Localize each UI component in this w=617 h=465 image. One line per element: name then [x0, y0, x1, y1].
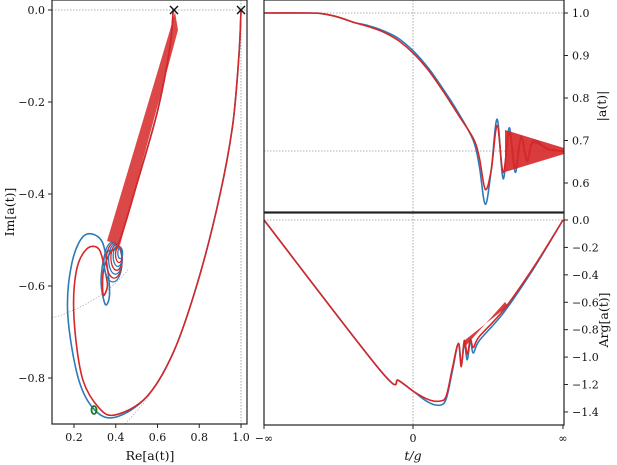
bottom-right-y-ticks: 0.0 −0.2 −0.4 −0.6 −0.8 −1.0 −1.2 −1.4 — [564, 214, 599, 419]
tick-label: 0.4 — [107, 431, 125, 444]
tick-label: −1.4 — [572, 406, 599, 419]
left-y-ticks: 0.0 −0.2 −0.4 −0.6 −0.8 — [18, 4, 52, 385]
dense-band-left — [107, 12, 178, 245]
tick-label: −∞ — [255, 432, 273, 445]
tick-label: 0 — [410, 432, 417, 445]
tick-label: 0.9 — [572, 50, 590, 63]
tick-label: −0.4 — [18, 188, 45, 201]
green-marker-icon — [90, 405, 98, 415]
top-right-panel-magnitude: 0.6 0.7 0.8 0.9 1.0 |a(t)| — [263, 0, 609, 213]
top-right-axes-frame — [263, 0, 565, 213]
tick-label: 0.8 — [572, 92, 590, 105]
bottom-right-y-label: Arg[a(t)] — [596, 293, 611, 349]
series-red-bottom — [263, 219, 564, 403]
left-x-ticks: 0.2 0.4 0.6 0.8 1.0 — [65, 424, 250, 444]
bottom-right-axes-frame — [263, 212, 565, 426]
tick-label: 0.0 — [572, 214, 590, 227]
tick-label: −0.2 — [572, 241, 599, 254]
dense-band-bottom — [462, 302, 508, 350]
left-y-label: Im[a(t)] — [2, 188, 17, 237]
tick-label: −0.8 — [18, 372, 45, 385]
x-marker-icon — [236, 5, 246, 15]
tick-label: 0.2 — [65, 431, 83, 444]
tick-label: 1.0 — [572, 7, 590, 20]
tick-label: −0.6 — [572, 296, 599, 309]
left-axes-frame — [51, 0, 248, 425]
tick-label: ∞ — [558, 432, 567, 445]
tick-label: 1.0 — [232, 431, 250, 444]
tick-label: 0.7 — [572, 135, 590, 148]
top-right-y-label: |a(t)| — [594, 91, 609, 122]
tick-label: 0.0 — [28, 4, 46, 17]
bottom-right-panel-phase: 0.0 −0.2 −0.4 −0.6 −0.8 −1.0 −1.2 −1.4 −∞ 0 ∞ t/g… — [255, 212, 611, 463]
left-x-label: Re[a(t)] — [126, 448, 175, 463]
series-red-left — [72, 9, 242, 417]
bottom-right-x-label: t/g — [404, 448, 421, 463]
x-marker-icon — [169, 5, 179, 15]
top-right-y-ticks: 0.6 0.7 0.8 0.9 1.0 — [564, 7, 590, 190]
tick-label: −0.8 — [572, 324, 599, 337]
tick-label: 0.6 — [572, 177, 590, 190]
tick-label: −0.6 — [18, 280, 45, 293]
tick-label: −0.4 — [572, 269, 599, 282]
spiral-rings — [103, 241, 124, 283]
tick-label: 0.6 — [149, 431, 167, 444]
bottom-right-x-ticks: −∞ 0 ∞ — [255, 425, 568, 445]
ref-arc-2 — [124, 394, 151, 425]
tick-label: 0.8 — [191, 431, 209, 444]
left-panel-complex-plane: 0.0 −0.2 −0.4 −0.6 −0.8 0.2 0.4 0.6 0.8 1.0 Re[a… — [2, 0, 250, 463]
series-blue-bottom — [263, 219, 564, 407]
dense-band-top — [505, 130, 564, 172]
tick-label: −1.2 — [572, 379, 599, 392]
tick-label: −1.0 — [572, 351, 599, 364]
series-blue-top — [263, 12, 564, 206]
tick-label: −0.2 — [18, 96, 45, 109]
